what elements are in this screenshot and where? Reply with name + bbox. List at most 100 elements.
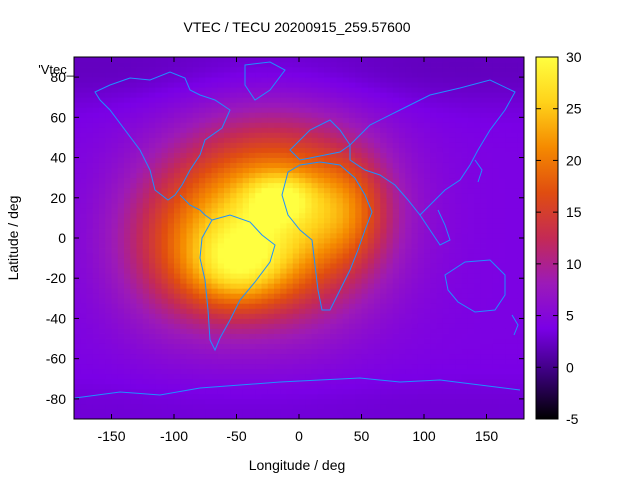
- heatmap-cell: [224, 278, 231, 284]
- heatmap-cell: [486, 298, 494, 304]
- heatmap-cell: [180, 212, 187, 219]
- heatmap-cell: [124, 353, 131, 360]
- heatmap-cell: [92, 222, 100, 229]
- heatmap-cell: [499, 62, 506, 68]
- heatmap-cell: [342, 232, 350, 239]
- heatmap-cell: [292, 122, 300, 128]
- heatmap-cell: [505, 378, 512, 385]
- heatmap-cell: [117, 197, 125, 204]
- heatmap-cell: [324, 82, 331, 88]
- heatmap-cell: [180, 243, 187, 249]
- heatmap-cell: [255, 102, 262, 108]
- heatmap-cell: [474, 107, 481, 113]
- heatmap-cell: [292, 303, 300, 309]
- heatmap-cell: [299, 243, 306, 249]
- heatmap-cell: [374, 413, 381, 420]
- heatmap-cell: [486, 117, 494, 123]
- heatmap-cell: [167, 192, 175, 199]
- heatmap-cell: [411, 142, 419, 148]
- heatmap-cell: [311, 202, 319, 209]
- heatmap-cell: [242, 253, 250, 259]
- heatmap-cell: [280, 323, 287, 329]
- heatmap-cell: [430, 323, 437, 329]
- heatmap-cell: [424, 192, 431, 199]
- heatmap-cell: [367, 117, 375, 123]
- heatmap-cell: [186, 152, 194, 158]
- heatmap-cell: [349, 77, 356, 83]
- heatmap-cell: [336, 273, 344, 279]
- heatmap-cell: [442, 57, 450, 63]
- heatmap-cell: [180, 373, 187, 380]
- heatmap-cell: [274, 363, 281, 370]
- heatmap-cell: [399, 248, 406, 254]
- heatmap-cell: [230, 87, 237, 93]
- heatmap-cell: [199, 187, 206, 194]
- heatmap-cell: [180, 313, 187, 319]
- heatmap-cell: [430, 353, 437, 360]
- heatmap-cell: [130, 192, 137, 199]
- heatmap-cell: [461, 182, 469, 189]
- heatmap-cell: [142, 227, 150, 234]
- heatmap-cell: [230, 137, 237, 143]
- heatmap-cell: [86, 413, 94, 420]
- heatmap-cell: [80, 353, 87, 360]
- heatmap-cell: [74, 388, 81, 395]
- heatmap-cell: [417, 388, 425, 395]
- heatmap-cell: [480, 383, 487, 390]
- heatmap-cell: [117, 328, 125, 334]
- heatmap-cell: [149, 253, 156, 259]
- heatmap-cell: [92, 293, 100, 299]
- heatmap-cell: [330, 67, 337, 73]
- heatmap-cell: [211, 258, 219, 264]
- heatmap-cell: [392, 383, 400, 390]
- heatmap-cell: [342, 313, 350, 319]
- heatmap-cell: [292, 373, 300, 380]
- heatmap-cell: [142, 363, 150, 370]
- heatmap-cell: [267, 278, 275, 284]
- heatmap-cell: [205, 398, 212, 405]
- heatmap-cell: [480, 142, 487, 148]
- heatmap-cell: [311, 157, 319, 163]
- heatmap-cell: [255, 268, 262, 274]
- heatmap-cell: [392, 182, 400, 189]
- heatmap-cell: [492, 273, 500, 279]
- heatmap-cell: [449, 117, 456, 123]
- heatmap-cell: [242, 57, 250, 63]
- heatmap-cell: [142, 232, 150, 239]
- heatmap-cell: [405, 373, 412, 380]
- heatmap-cell: [167, 77, 175, 83]
- heatmap-cell: [386, 197, 394, 204]
- heatmap-cell: [486, 212, 494, 219]
- heatmap-cell: [374, 127, 381, 133]
- heatmap-cell: [492, 288, 500, 294]
- heatmap-cell: [280, 117, 287, 123]
- heatmap-cell: [405, 107, 412, 113]
- heatmap-cell: [286, 303, 294, 309]
- heatmap-cell: [280, 403, 287, 410]
- heatmap-cell: [286, 398, 294, 405]
- heatmap-cell: [342, 288, 350, 294]
- heatmap-cell: [317, 192, 325, 199]
- heatmap-cell: [474, 353, 481, 360]
- heatmap-cell: [467, 413, 475, 420]
- heatmap-cell: [155, 393, 162, 400]
- heatmap-cell: [161, 102, 169, 108]
- heatmap-cell: [430, 333, 437, 339]
- heatmap-cell: [199, 197, 206, 204]
- heatmap-cell: [461, 388, 469, 395]
- heatmap-cell: [130, 398, 137, 405]
- heatmap-cell: [399, 107, 406, 113]
- heatmap-cell: [392, 348, 400, 355]
- heatmap-cell: [342, 293, 350, 299]
- heatmap-cell: [355, 142, 362, 148]
- heatmap-cell: [80, 383, 87, 390]
- heatmap-cell: [467, 268, 475, 274]
- heatmap-cell: [342, 127, 350, 133]
- heatmap-cell: [467, 192, 475, 199]
- heatmap-cell: [317, 298, 325, 304]
- heatmap-cell: [411, 283, 419, 289]
- heatmap-cell: [280, 217, 287, 224]
- heatmap-cell: [474, 238, 481, 244]
- heatmap-cell: [467, 217, 475, 224]
- heatmap-cell: [274, 92, 281, 98]
